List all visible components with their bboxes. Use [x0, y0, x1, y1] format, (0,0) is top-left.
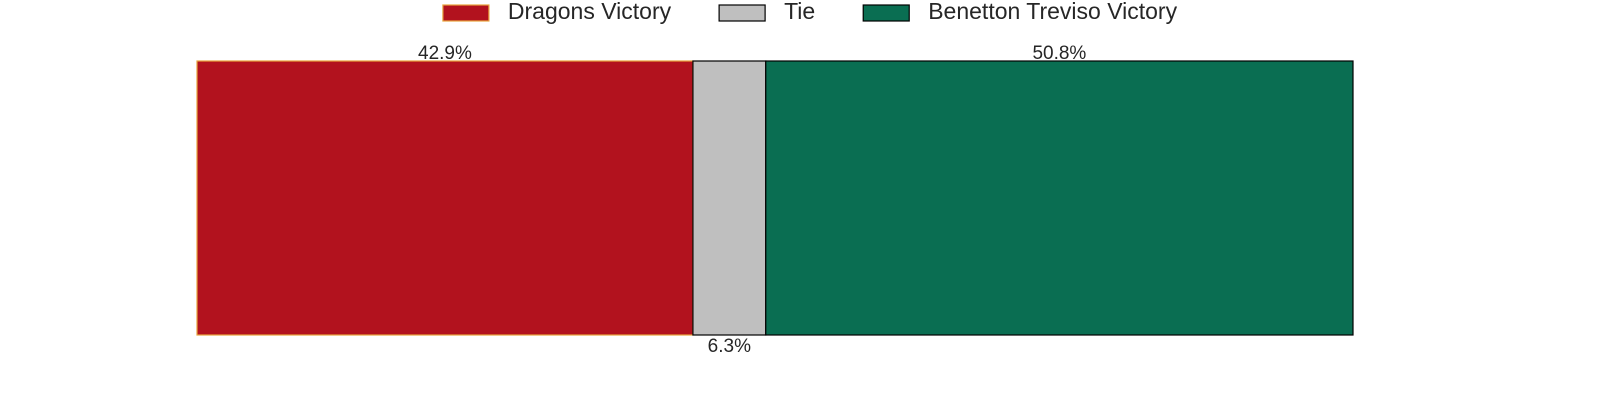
value-label: 6.3%	[708, 336, 751, 357]
bar-segment	[692, 60, 767, 336]
bar-segment	[765, 60, 1354, 336]
legend-label: Dragons Victory	[508, 0, 672, 24]
legend-swatch	[718, 4, 766, 22]
bar-segment	[196, 60, 694, 336]
value-label: 50.8%	[1032, 43, 1086, 64]
value-label: 42.9%	[418, 43, 472, 64]
legend-label: Tie	[784, 0, 815, 24]
legend-label: Benetton Treviso Victory	[928, 0, 1177, 24]
legend: Dragons Victory Tie Benetton Treviso Victo…	[442, 0, 1178, 24]
legend-swatch	[862, 4, 910, 22]
legend-swatch	[442, 4, 490, 22]
